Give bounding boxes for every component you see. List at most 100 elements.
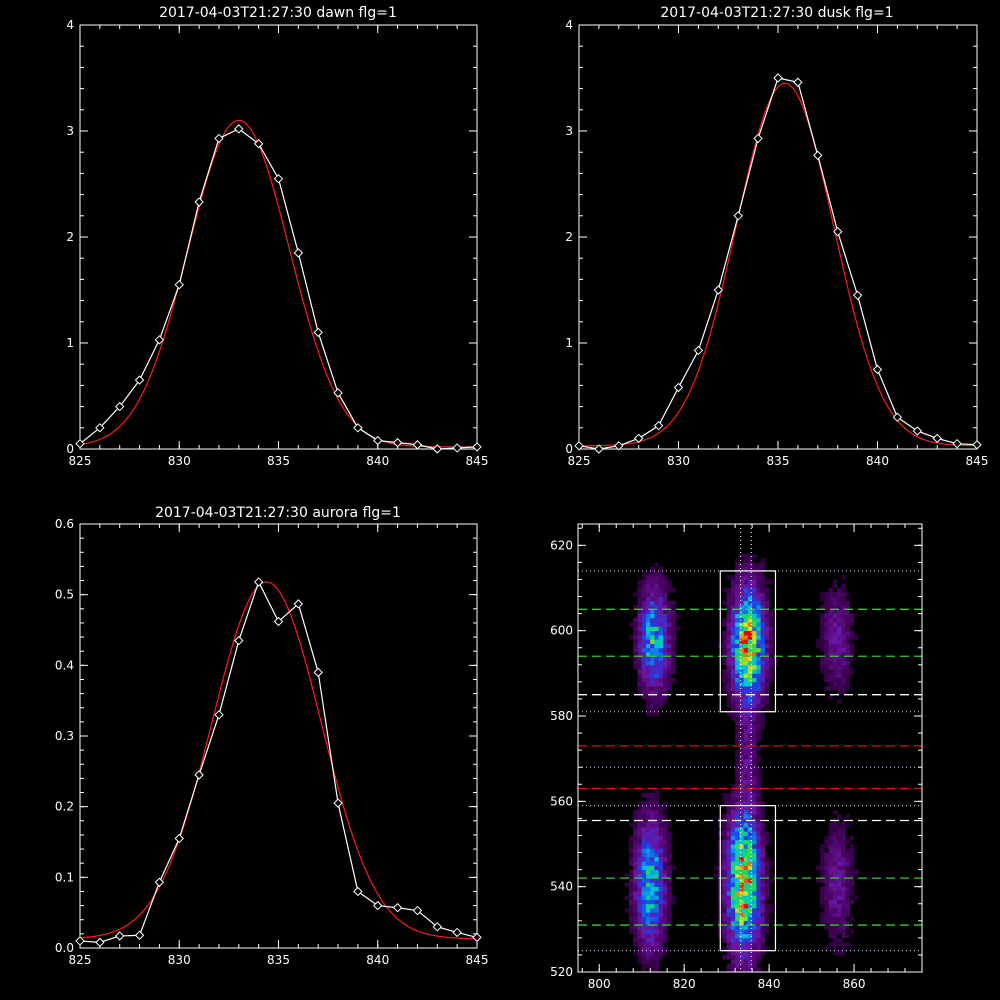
heatmap-cell bbox=[667, 835, 672, 841]
heatmap-cell bbox=[841, 647, 846, 653]
heatmap-cell bbox=[760, 664, 766, 670]
heatmap-cell bbox=[658, 912, 664, 917]
heatmap-cell bbox=[828, 933, 834, 939]
heatmap-cell bbox=[841, 617, 846, 623]
heatmap-cell bbox=[756, 707, 762, 713]
heatmap-cell bbox=[637, 903, 643, 909]
heatmap-cell bbox=[722, 920, 728, 926]
heatmap-cell bbox=[633, 826, 638, 832]
heatmap-cell bbox=[735, 686, 740, 691]
heatmap-cell bbox=[739, 741, 745, 747]
heatmap-cell bbox=[760, 609, 766, 614]
heatmap-cell bbox=[658, 609, 664, 614]
heatmap-cell bbox=[747, 562, 753, 568]
heatmap-cell bbox=[662, 882, 668, 888]
heatmap-cell bbox=[654, 912, 660, 917]
heatmap-cell bbox=[662, 686, 668, 691]
heatmap-cell bbox=[650, 895, 655, 900]
heatmap-cell bbox=[624, 908, 630, 913]
heatmap-cell bbox=[654, 878, 660, 883]
heatmap-cell bbox=[832, 933, 838, 939]
heatmap-cell bbox=[841, 652, 846, 657]
heatmap-cell bbox=[756, 780, 762, 785]
heatmap-cell bbox=[726, 613, 732, 619]
heatmap-cell bbox=[735, 600, 740, 606]
heatmap-cell bbox=[645, 878, 651, 883]
heatmap-cell bbox=[743, 690, 749, 696]
heatmap-cell bbox=[730, 963, 736, 969]
dawn-panel: 2017-04-03T21:27:30 dawn flg=1 825 830 835… bbox=[66, 5, 488, 468]
heatmap-cell bbox=[645, 899, 651, 905]
heatmap-cell bbox=[654, 694, 660, 700]
heatmap-cell bbox=[654, 583, 660, 589]
heatmap-cell bbox=[735, 588, 740, 593]
heatmap-cell bbox=[654, 690, 660, 696]
heatmap-cell bbox=[739, 835, 745, 841]
heatmap-cell bbox=[764, 690, 770, 696]
heatmap-cell bbox=[739, 861, 745, 866]
heatmap-cell bbox=[837, 950, 842, 956]
heatmap-cell bbox=[735, 566, 740, 572]
heatmap-cell bbox=[845, 592, 851, 597]
heatmap-cell bbox=[764, 903, 770, 909]
heatmap-cell bbox=[667, 613, 672, 619]
heatmap-cell bbox=[650, 882, 655, 888]
heatmap-cell bbox=[739, 809, 745, 815]
heatmap-cell bbox=[845, 630, 851, 636]
heatmap-cell bbox=[747, 937, 753, 943]
heatmap-cell bbox=[645, 959, 651, 964]
heatmap-cell bbox=[667, 652, 672, 657]
heatmap-cell bbox=[654, 660, 660, 666]
heatmap-cell bbox=[726, 933, 732, 939]
dawn-data-point bbox=[174, 279, 184, 290]
dusk-xtick-label: 825 bbox=[568, 454, 591, 468]
heatmap-cell bbox=[815, 865, 821, 870]
heatmap-cell bbox=[828, 920, 834, 926]
heatmap-cell bbox=[845, 677, 851, 683]
heatmap-cell bbox=[743, 844, 749, 849]
heatmap-cell bbox=[654, 882, 660, 888]
heatmap-cell bbox=[633, 890, 638, 896]
heatmap-cell bbox=[722, 899, 728, 905]
heatmap-cell bbox=[650, 920, 655, 926]
heatmap-cell bbox=[735, 805, 740, 811]
heatmap-cell bbox=[722, 882, 728, 888]
heatmap-cell bbox=[675, 613, 681, 619]
heatmap-cell bbox=[743, 873, 749, 879]
heatmap-cell bbox=[828, 878, 834, 883]
heatmap-cell bbox=[633, 903, 638, 909]
heatmap-cell bbox=[756, 775, 762, 781]
heatmap-cell bbox=[824, 899, 829, 905]
heatmap-cell bbox=[654, 963, 660, 969]
region-box bbox=[719, 804, 777, 952]
heatmap-cell bbox=[760, 809, 766, 815]
heatmap-cell bbox=[645, 946, 651, 952]
heatmap-cell bbox=[832, 886, 838, 892]
heatmap-cell bbox=[730, 882, 736, 888]
heatmap-cell bbox=[764, 630, 770, 636]
heatmap-cell bbox=[828, 826, 834, 832]
heatmap-cell bbox=[633, 861, 638, 866]
heatmap-cell bbox=[760, 822, 766, 828]
heatmap-cell bbox=[743, 788, 749, 794]
heatmap-cell bbox=[739, 656, 745, 661]
heatmap-cell bbox=[637, 617, 643, 623]
heatmap-cell bbox=[641, 959, 647, 964]
heatmap-cell bbox=[752, 605, 757, 610]
heatmap-cell bbox=[662, 861, 668, 866]
heatmap-cell bbox=[752, 826, 757, 832]
heatmap-cell bbox=[735, 801, 740, 806]
heatmap-cell bbox=[756, 908, 762, 913]
heatmap-cell bbox=[641, 869, 647, 875]
heatmap-cell bbox=[841, 686, 846, 691]
dusk-panel: 2017-04-03T21:27:30 dusk flg=1 825 830 835… bbox=[565, 5, 988, 468]
heatmap-cell bbox=[747, 694, 753, 700]
heatmap-cell bbox=[650, 809, 655, 815]
heatmap-cell bbox=[764, 865, 770, 870]
heatmap-cell bbox=[739, 711, 745, 717]
heatmap-cell bbox=[637, 826, 643, 832]
heatmap-cell bbox=[832, 660, 838, 666]
heatmap-cell bbox=[837, 605, 842, 610]
heatmap-cell bbox=[633, 630, 638, 636]
heatmap-cell bbox=[760, 698, 766, 704]
